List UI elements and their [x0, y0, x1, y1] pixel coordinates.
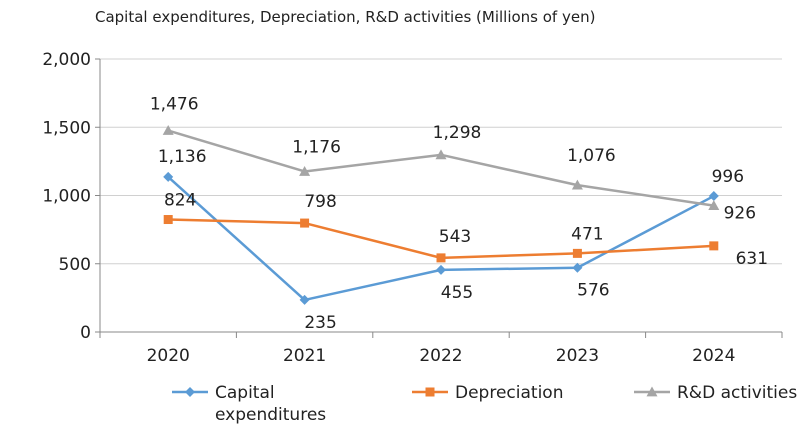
- data-point-marker: [163, 171, 174, 182]
- data-point-marker: [708, 191, 719, 202]
- x-axis-ticks: 2020 2021 2022 2023 2024: [99, 332, 783, 366]
- x-tick-label: 2023: [556, 346, 599, 366]
- x-tick-label: 2024: [692, 346, 735, 366]
- data-point-marker: [299, 165, 311, 176]
- data-point-marker: [572, 262, 583, 273]
- data-label: 1,298: [433, 123, 482, 143]
- data-point-marker: [435, 149, 447, 160]
- data-label: 1,476: [150, 95, 199, 115]
- y-tick-label: 2,000: [42, 50, 91, 70]
- data-point-marker: [436, 253, 446, 263]
- data-point-marker: [572, 248, 582, 258]
- legend-entry-label: Capital: [215, 383, 275, 403]
- y-tick-label: 1,500: [42, 118, 91, 138]
- y-tick-label: 500: [59, 255, 91, 275]
- gridlines: [100, 58, 782, 265]
- data-labels: 1,136 235 455 576 996 824 798 543 471 631 1,476 1,1…: [150, 95, 768, 333]
- y-axis-ticks: 0 500 1,000 1,500 2,000: [42, 50, 100, 343]
- legend-entry-label: expenditures: [215, 405, 326, 425]
- data-point-marker: [299, 294, 310, 305]
- data-label: 235: [304, 313, 336, 333]
- data-label: 455: [441, 283, 473, 303]
- x-tick-label: 2022: [419, 346, 462, 366]
- data-label: 926: [724, 204, 756, 224]
- y-tick-label: 1,000: [42, 187, 91, 207]
- data-point-marker: [709, 241, 719, 251]
- data-label: 471: [571, 224, 603, 244]
- data-point-marker: [436, 264, 446, 275]
- data-point-marker: [163, 215, 173, 225]
- data-point-marker: [646, 386, 658, 397]
- x-tick-label: 2021: [283, 346, 326, 366]
- data-label: 576: [577, 281, 609, 301]
- legend-entry-label: R&D activities: [677, 383, 797, 403]
- data-point-marker: [300, 218, 310, 228]
- data-point-marker: [185, 387, 195, 397]
- data-label: 631: [736, 249, 768, 269]
- data-label: 1,076: [567, 146, 616, 166]
- data-point-marker: [425, 387, 435, 397]
- data-label: 824: [164, 191, 196, 211]
- y-tick-label: 0: [80, 323, 91, 343]
- legend-entry-label: Depreciation: [455, 383, 563, 403]
- data-label: 1,176: [292, 137, 341, 157]
- data-label: 798: [304, 192, 336, 212]
- data-label: 996: [712, 167, 744, 187]
- series-lines: [162, 125, 720, 305]
- data-point-marker: [708, 200, 720, 211]
- data-label: 543: [439, 227, 471, 247]
- data-label: 1,136: [158, 147, 207, 167]
- x-tick-label: 2020: [147, 346, 190, 366]
- data-point-marker: [571, 179, 583, 190]
- data-point-marker: [162, 125, 174, 135]
- chart-title: Capital expenditures, Depreciation, R&D …: [95, 8, 595, 26]
